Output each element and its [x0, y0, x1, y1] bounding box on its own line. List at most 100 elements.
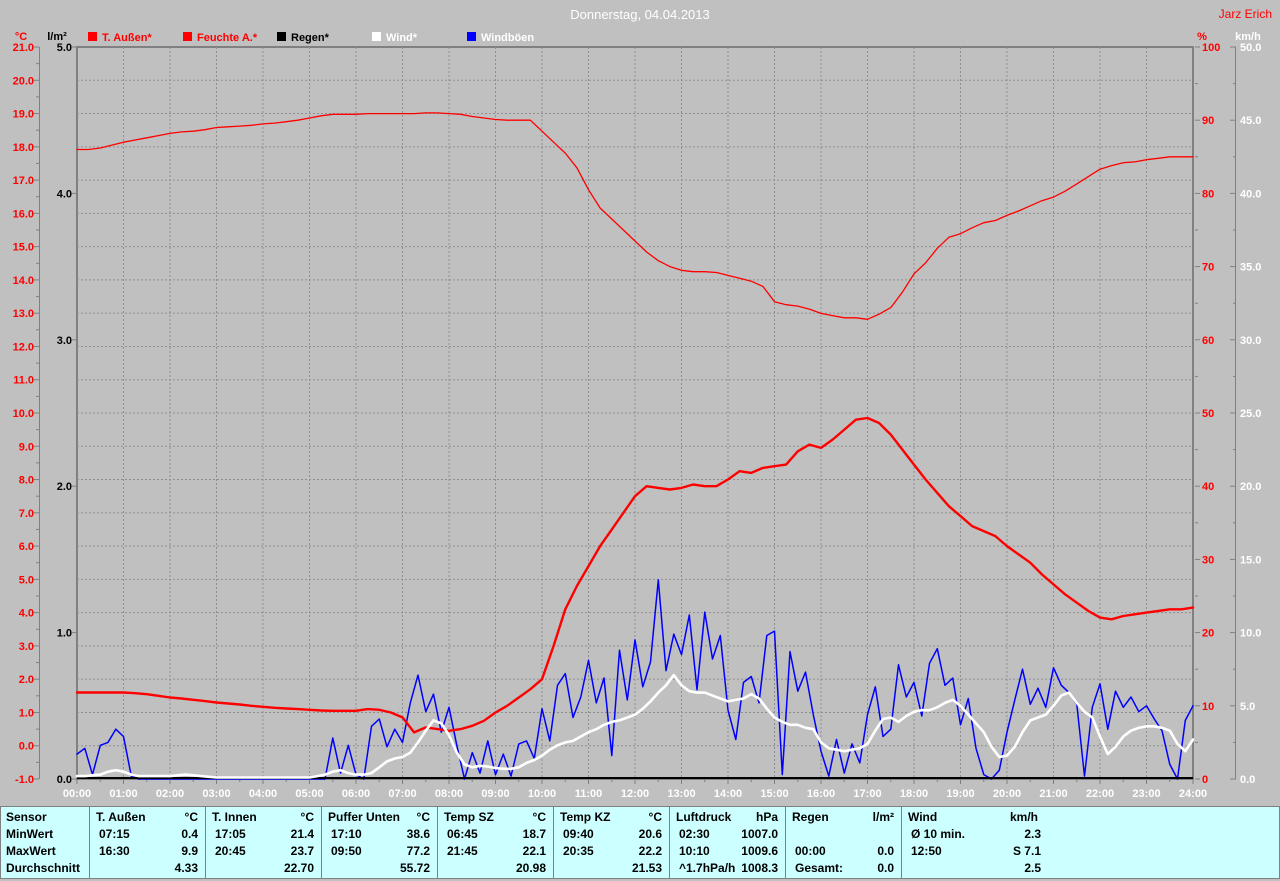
rain-axis-unit: l/m² [47, 31, 67, 43]
sensor-name: Temp KZ [560, 810, 611, 824]
temp-axis-label: 3.0 [19, 641, 34, 653]
legend-label-2: Feuchte A.* [197, 32, 258, 44]
table-max-cell: 21:45 22.1 [438, 843, 553, 860]
x-axis-label: 18:00 [900, 788, 928, 800]
sensor-unit: l/m² [872, 810, 894, 824]
x-axis-label: 20:00 [993, 788, 1021, 800]
temp-axis-label: 9.0 [19, 441, 34, 453]
sensor-unit: °C [300, 810, 314, 824]
table-sensor-column: Luftdruck hPa 02:30 1007.0 10:10 1009.6 ^1.7hP… [669, 807, 785, 878]
table-max-cell: 16:30 9.9 [90, 843, 205, 860]
humidity-axis-label: 10 [1202, 701, 1214, 713]
stat-time [438, 860, 486, 877]
table-header-cell: Wind km/h [902, 807, 1279, 826]
x-axis-label: 17:00 [853, 788, 881, 800]
stat-value [834, 826, 901, 843]
rain-axis-label: 3.0 [57, 335, 72, 347]
stat-time [206, 860, 254, 877]
x-axis-label: 19:00 [946, 788, 974, 800]
stat-time [322, 860, 370, 877]
table-max-cell: 10:10 1009.6 [670, 843, 785, 860]
temp-axis-label: 20.0 [13, 75, 34, 87]
stat-time: 12:50 [911, 844, 942, 858]
table-row-label-cell: Sensor [1, 807, 89, 826]
sensor-unit: °C [184, 810, 198, 824]
stat-value: 22.2 [638, 844, 662, 858]
table-min-cell: Ø 10 min. 2.3 [902, 826, 1279, 843]
sensor-unit: hPa [755, 810, 778, 824]
humidity-axis-label: 20 [1202, 628, 1214, 640]
legend-swatch-1 [88, 32, 97, 41]
temp-axis-label: 10.0 [13, 408, 34, 420]
stat-value: 2.3 [1024, 827, 1041, 841]
table-header-cell: Puffer Unten °C [322, 807, 437, 826]
stat-value: 0.0 [877, 844, 894, 858]
stat-time: 20:35 [563, 844, 594, 858]
temp-axis-label: 16.0 [13, 208, 34, 220]
wind-axis-label: 20.0 [1240, 481, 1261, 493]
stat-value: 4.33 [174, 861, 198, 875]
temp-axis-label: 2.0 [19, 674, 34, 686]
stat-value: 23.7 [290, 844, 314, 858]
sensor-name: Regen [792, 810, 829, 824]
x-axis-label: 11:00 [575, 788, 603, 800]
x-axis-label: 07:00 [388, 788, 416, 800]
temp-axis-label: 1.0 [19, 707, 34, 719]
table-max-cell: 00:00 0.0 [786, 843, 901, 860]
table-header-cell: Regen l/m² [786, 807, 901, 826]
table-row-label: Durchschnitt [6, 861, 81, 875]
stat-value: 1008.3 [741, 861, 778, 875]
x-axis-label: 03:00 [202, 788, 230, 800]
sensor-unit: °C [532, 810, 546, 824]
table-avg-cell: Gesamt: 0.0 [786, 860, 901, 877]
stat-value: 18.7 [522, 827, 546, 841]
table-avg-cell: 55.72 [322, 860, 437, 877]
humidity-axis-label: 50 [1202, 408, 1214, 420]
humidity-axis-label: 60 [1202, 335, 1214, 347]
wind-axis-label: 15.0 [1240, 554, 1261, 566]
table-avg-cell: 2.5 [902, 860, 1279, 877]
x-axis-label: 22:00 [1086, 788, 1114, 800]
weather-chart: Donnerstag, 04.04.2013 Jarz Erich 21.0 20… [13, 7, 1272, 800]
table-sensor-column: Temp SZ °C 06:45 18.7 21:45 22.1 20.98 [437, 807, 553, 878]
table-avg-cell: ^1.7hPa/h 1008.3 [670, 860, 785, 877]
rain-axis-label: 5.0 [57, 42, 72, 54]
wind-axis-unit: km/h [1235, 31, 1261, 43]
stat-time: 17:05 [215, 827, 246, 841]
table-max-cell: 09:50 77.2 [322, 843, 437, 860]
rain-axis-label: 4.0 [57, 188, 72, 200]
humidity-axis-label: 80 [1202, 188, 1214, 200]
sensor-name: Wind [908, 810, 938, 824]
x-axis-label: 01:00 [109, 788, 137, 800]
stat-value: 21.53 [631, 861, 662, 875]
stat-value: S 7.1 [1012, 844, 1041, 858]
sensor-unit: °C [416, 810, 430, 824]
page-title: Donnerstag, 04.04.2013 [570, 7, 710, 22]
stat-time: 09:40 [563, 827, 594, 841]
humidity-axis-label: 90 [1202, 115, 1214, 127]
wind-axis-label: 40.0 [1240, 188, 1261, 200]
table-row-label: MaxWert [6, 844, 56, 858]
table-min-cell: 06:45 18.7 [438, 826, 553, 843]
legend-label-4: Wind* [386, 32, 418, 44]
stat-value: 21.4 [290, 827, 314, 841]
rain-axis-label: 0.0 [57, 774, 72, 786]
wind-axis-label: 0.0 [1240, 774, 1255, 786]
x-axis-label: 04:00 [249, 788, 277, 800]
legend-swatch-3 [277, 32, 286, 41]
stat-time [902, 860, 983, 877]
sensor-name: Luftdruck [676, 810, 732, 824]
stat-value: 1007.0 [741, 827, 778, 841]
x-axis-label: 23:00 [1132, 788, 1160, 800]
table-row-label-cell: MaxWert [1, 843, 89, 860]
chart-legend: T. Außen* Feuchte A.* Regen* Wind* Windböen [88, 32, 534, 44]
x-axis-label: 16:00 [807, 788, 835, 800]
axes-layer: 21.0 20.0 19.0 18.0 17.0 16.0 15.0 14.0 13.0 12.0… [13, 31, 1262, 800]
statistics-table: Sensor MinWert MaxWert Durchschnitt T. Außen… [0, 806, 1280, 879]
stat-time: Ø 10 min. [911, 827, 966, 841]
series-layer [75, 112, 1195, 780]
sensor-name: T. Innen [212, 810, 257, 824]
stat-time: 17:10 [331, 827, 362, 841]
x-axis-label: 00:00 [63, 788, 91, 800]
